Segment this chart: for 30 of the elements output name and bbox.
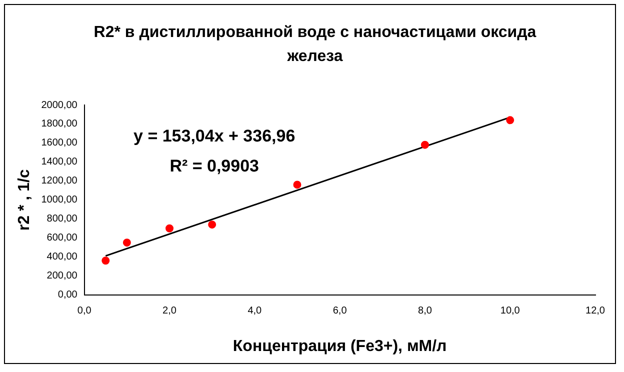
annotation: y = 153,04x + 336,96 (134, 126, 296, 146)
point (208, 220, 216, 229)
y-tick-label: 400,00 (46, 252, 78, 263)
y-tick-label: 800,00 (46, 214, 78, 225)
x-tick-label: 12,0 (586, 306, 606, 317)
y-tick-label: 1200,00 (41, 176, 78, 187)
y-tick-label: 1000,00 (41, 194, 78, 206)
point (122, 238, 131, 247)
x-tick-label: 8,0 (418, 306, 432, 317)
y-tick-label: 1800,00 (41, 118, 78, 130)
point (102, 256, 110, 265)
x-tick-label: 6,0 (332, 306, 348, 317)
y-tick-label: 1400,00 (41, 156, 78, 168)
annotation: R² = 0,9903 (170, 156, 260, 176)
y-tick-label: 600,00 (46, 232, 78, 244)
y-tick-label: 1600,00 (41, 138, 78, 149)
x-axis-title: Концентрация (Fe3+), мМ/л (232, 338, 447, 355)
point (420, 140, 429, 149)
y-tick-label: 0,00 (58, 290, 78, 301)
y-tick-label: 2000,00 (41, 100, 78, 111)
point (506, 116, 514, 124)
y-axis-title: r2 * , 1/с (16, 169, 34, 231)
x-tick-label: 0,0 (77, 306, 92, 317)
point (166, 224, 174, 232)
x-tick-label: 10,0 (500, 306, 520, 317)
point (293, 180, 302, 189)
x-tick-label: 4,0 (248, 306, 262, 317)
x-tick-label: 2,0 (162, 306, 177, 317)
y-tick-label: 200,00 (46, 270, 78, 282)
chart-title: R2* в дистиллированной воде с наночастицами оксида железа (92, 23, 538, 67)
